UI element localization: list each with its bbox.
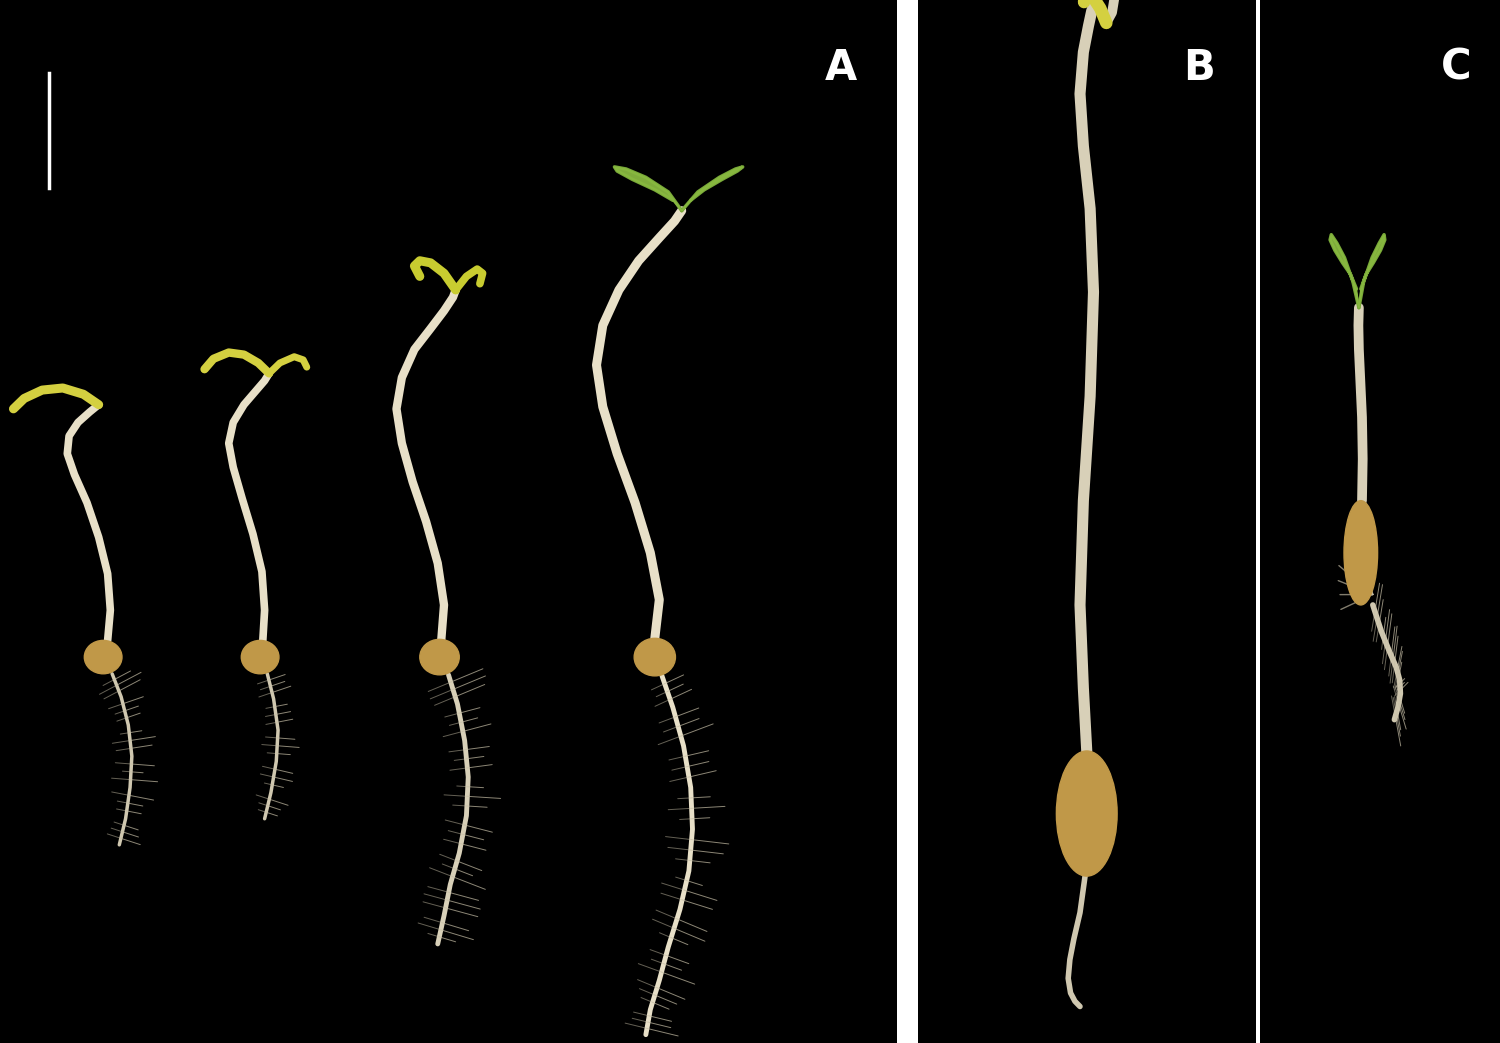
Ellipse shape [1056,751,1118,876]
Polygon shape [681,167,742,211]
Text: A: A [825,47,856,89]
Ellipse shape [242,640,279,674]
Text: C: C [1440,47,1472,89]
Ellipse shape [1344,501,1377,605]
Ellipse shape [84,640,122,674]
Polygon shape [1330,235,1359,308]
Polygon shape [1359,235,1384,308]
Polygon shape [615,167,681,211]
Ellipse shape [634,638,675,676]
Ellipse shape [420,639,459,675]
Text: B: B [1184,47,1215,89]
